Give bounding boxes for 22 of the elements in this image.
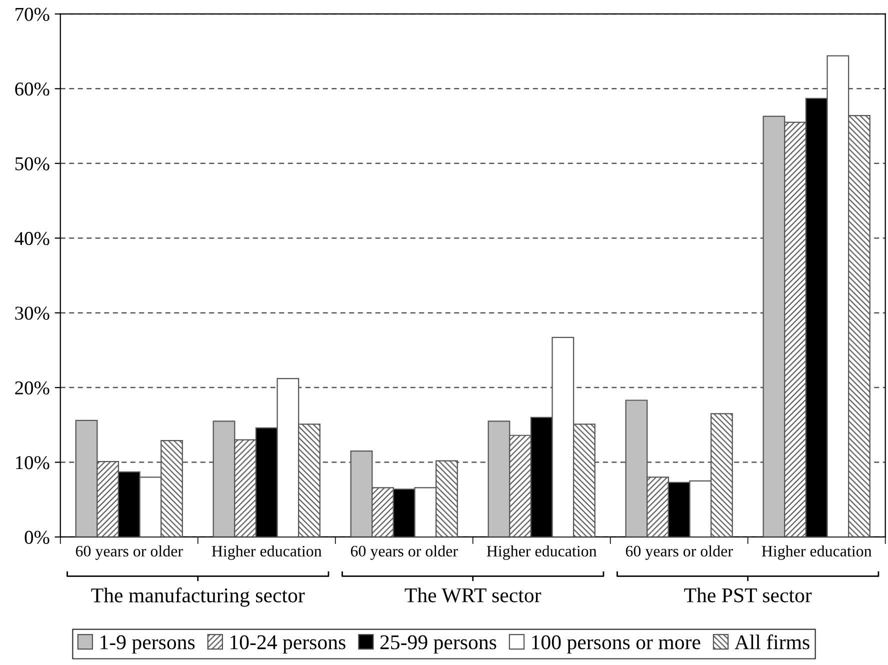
y-tick-label: 70% (16, 8, 50, 21)
y-tick-label: 60% (15, 82, 50, 96)
legend-label: 10-24 persons (230, 635, 346, 654)
y-tick-label: 10% (16, 456, 50, 470)
y-tick-label: 20% (15, 381, 50, 395)
x-tick-label: Higher education (762, 545, 872, 560)
y-tick-label: 0% (24, 530, 50, 544)
x-tick-label: 60 years or older (626, 545, 733, 560)
legend-label: 100 persons or more (532, 635, 700, 654)
legend-label: All firms (734, 634, 810, 650)
y-tick-label: 40% (14, 232, 50, 246)
legend-label: 25-99 persons (380, 635, 496, 654)
text: The PST sector (684, 588, 812, 602)
x-tick-label: Higher education (486, 545, 597, 560)
text: The WRT sector (404, 588, 542, 602)
legend-label: 1-9 persons (100, 635, 195, 654)
y-tick-label: 30% (15, 306, 50, 320)
x-tick-label: 60 years or older (76, 545, 183, 560)
x-tick-label: Higher education (212, 545, 322, 560)
x-tick-label: 60 years or older (350, 545, 458, 560)
text: The manufacturing sector (91, 588, 305, 607)
y-tick-label: 50% (15, 157, 50, 170)
